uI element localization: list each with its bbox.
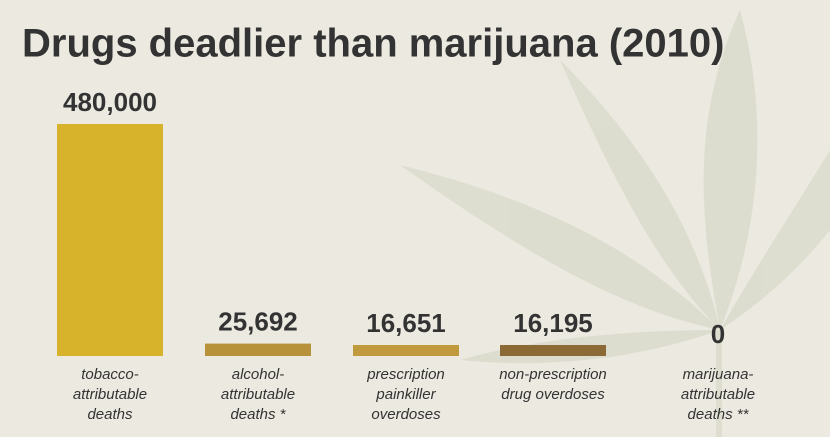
value-label: 480,000 [63, 87, 157, 117]
bar [205, 343, 311, 356]
bar [57, 124, 163, 356]
category-label: tobacco- [81, 366, 139, 383]
category-label: painkiller [375, 386, 436, 403]
value-label: 25,692 [218, 306, 298, 336]
bar [500, 345, 606, 356]
category-label: deaths * [230, 406, 286, 423]
category-label: alcohol- [232, 366, 285, 383]
category-label: deaths ** [688, 406, 750, 423]
category-label: non-prescription [499, 366, 607, 383]
category-label: marijuana- [683, 366, 754, 383]
category-label: attributable [221, 386, 295, 403]
chart-title: Drugs deadlier than marijuana (2010) [22, 22, 724, 66]
bar [353, 345, 459, 356]
value-label: 16,195 [513, 308, 593, 338]
category-label: attributable [681, 386, 755, 403]
leaf-decoration [400, 10, 830, 437]
category-label: drug overdoses [501, 386, 605, 403]
value-label: 0 [711, 319, 725, 349]
value-label: 16,651 [366, 308, 446, 338]
category-label: prescription [366, 366, 445, 383]
category-label: overdoses [371, 406, 441, 423]
category-label: deaths [87, 406, 133, 423]
category-label: attributable [73, 386, 147, 403]
